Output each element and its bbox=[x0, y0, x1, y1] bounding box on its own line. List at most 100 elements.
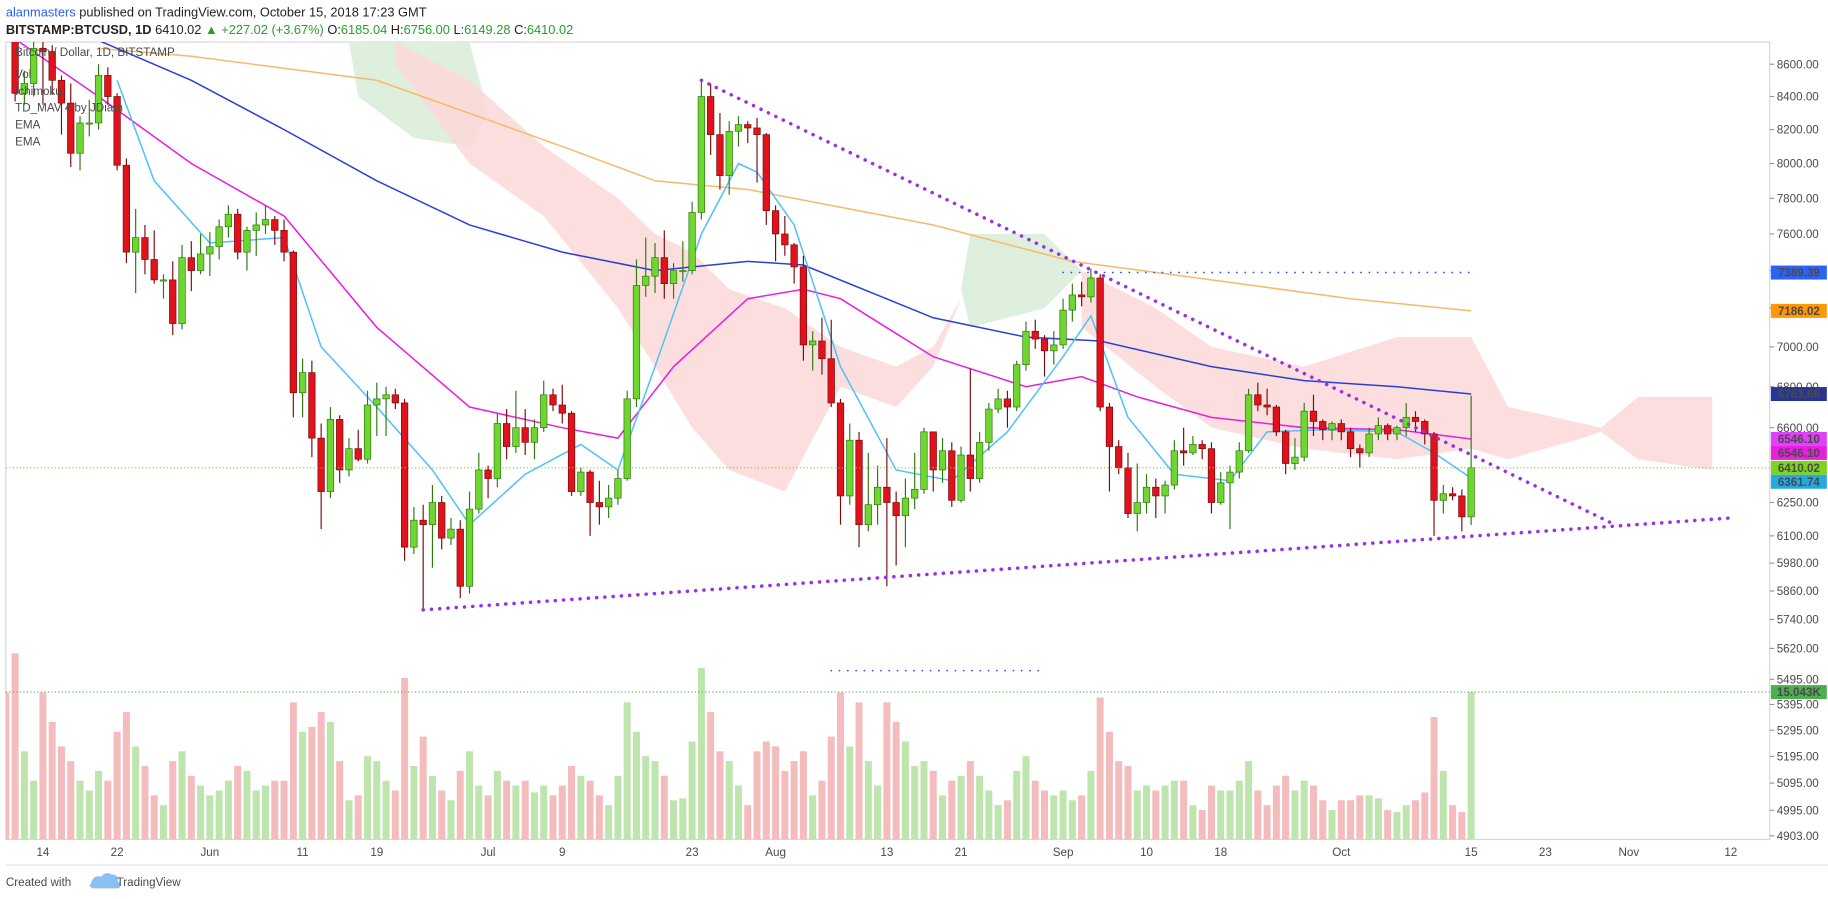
volume-bar bbox=[1439, 770, 1447, 840]
volume-bar bbox=[187, 775, 195, 840]
volume-bar bbox=[818, 780, 826, 840]
y-tick-label: 5620.00 bbox=[1777, 642, 1820, 655]
author[interactable]: alanmasters bbox=[6, 4, 76, 19]
candle-body bbox=[809, 340, 817, 346]
candle-body bbox=[1282, 431, 1290, 464]
candle-body bbox=[1309, 410, 1318, 422]
candle-body bbox=[1078, 294, 1086, 298]
candle-body bbox=[1040, 338, 1049, 352]
candle-body bbox=[623, 398, 631, 479]
volume-bar bbox=[512, 785, 520, 840]
volume-bar bbox=[707, 712, 715, 840]
y-tick-label: 6250.00 bbox=[1777, 497, 1820, 510]
price-tag-label: 6546.10 bbox=[1778, 433, 1820, 446]
x-tick-label: Aug bbox=[765, 846, 786, 859]
candle-body bbox=[67, 102, 75, 154]
volume-bar bbox=[354, 795, 362, 840]
candle-body bbox=[975, 441, 984, 479]
volume-bar bbox=[809, 795, 817, 840]
volume-bar bbox=[345, 800, 353, 840]
candle-body bbox=[345, 448, 353, 471]
candle-body bbox=[465, 508, 474, 587]
volume-bar bbox=[141, 765, 149, 840]
h-key: H: bbox=[391, 22, 404, 37]
candle-body bbox=[892, 502, 900, 517]
footer-brand[interactable]: TradingView bbox=[117, 876, 182, 889]
candle-body bbox=[1439, 493, 1447, 501]
volume-bar bbox=[1031, 780, 1039, 840]
x-tick-label: 15 bbox=[1465, 846, 1478, 859]
candle-body bbox=[911, 489, 919, 499]
volume-bar bbox=[1402, 805, 1410, 840]
candle-body bbox=[753, 127, 761, 136]
volume-bar bbox=[30, 780, 38, 840]
volume-bar bbox=[20, 751, 28, 840]
volume-bar bbox=[1161, 785, 1169, 840]
volume-bar bbox=[484, 795, 492, 840]
volume-bar bbox=[1384, 810, 1392, 840]
volume-bar bbox=[558, 785, 566, 840]
ema-line bbox=[98, 47, 1472, 312]
volume-bar bbox=[799, 751, 807, 840]
candle-body bbox=[104, 75, 112, 97]
candle-body bbox=[1374, 425, 1383, 435]
volume-bar bbox=[447, 800, 455, 840]
volume-bar bbox=[939, 795, 947, 840]
candle-body bbox=[1346, 431, 1355, 450]
candle-body bbox=[1142, 486, 1151, 503]
x-tick-label: 11 bbox=[297, 846, 309, 859]
volume-bar bbox=[57, 746, 65, 840]
candle-body bbox=[734, 124, 743, 132]
x-tick-label: 12 bbox=[1724, 846, 1737, 859]
volume-bar bbox=[846, 746, 854, 840]
candle-body bbox=[382, 394, 390, 400]
candle-body bbox=[1161, 484, 1169, 497]
candle-body bbox=[1198, 444, 1206, 450]
volume-bar bbox=[642, 756, 650, 840]
x-tick-label: Jul bbox=[481, 846, 496, 859]
ichimoku-cloud bbox=[395, 42, 962, 492]
y-tick-label: 7800.00 bbox=[1777, 192, 1820, 205]
volume-bar bbox=[1300, 780, 1308, 840]
candle-body bbox=[836, 402, 845, 497]
x-tick-label: 23 bbox=[1539, 846, 1552, 859]
candle-body bbox=[1031, 330, 1039, 340]
volume-bar bbox=[734, 785, 742, 840]
candle-body bbox=[122, 164, 131, 253]
y-tick-label: 8400.00 bbox=[1777, 91, 1820, 104]
volume-bar bbox=[206, 795, 214, 840]
candle-body bbox=[1105, 406, 1114, 447]
volume-bar bbox=[1337, 800, 1345, 840]
candle-body bbox=[725, 130, 733, 176]
l-val: 6149.28 bbox=[464, 22, 510, 37]
volume-bar bbox=[308, 726, 316, 840]
candle-body bbox=[57, 79, 66, 104]
volume-bar bbox=[1041, 790, 1049, 840]
candle-body bbox=[855, 439, 863, 526]
candle-body bbox=[1115, 446, 1123, 469]
volume-bar bbox=[159, 805, 167, 840]
candle-body bbox=[632, 285, 641, 400]
candle-body bbox=[224, 213, 233, 228]
candle-body bbox=[558, 404, 566, 414]
candle-body bbox=[298, 372, 307, 394]
candle-body bbox=[1050, 344, 1058, 352]
candle-body bbox=[642, 275, 650, 286]
last-price: 6410.02 bbox=[155, 22, 201, 37]
o-key: O: bbox=[327, 22, 341, 37]
candle-body bbox=[864, 504, 872, 526]
x-tick-label: 18 bbox=[1214, 846, 1227, 859]
candle-body bbox=[1152, 486, 1160, 497]
volume-bar bbox=[1115, 761, 1123, 840]
volume-bar bbox=[104, 780, 112, 840]
candle-body bbox=[540, 394, 548, 429]
candle-body bbox=[132, 237, 140, 253]
candle-body bbox=[660, 257, 668, 284]
volume-bar bbox=[289, 702, 297, 840]
y-tick-label: 5495.00 bbox=[1777, 673, 1820, 686]
candle-body bbox=[1133, 502, 1141, 514]
candle-body bbox=[1272, 406, 1280, 433]
candle-body bbox=[605, 497, 613, 508]
volume-bar bbox=[428, 775, 436, 840]
volume-bar bbox=[95, 770, 103, 840]
